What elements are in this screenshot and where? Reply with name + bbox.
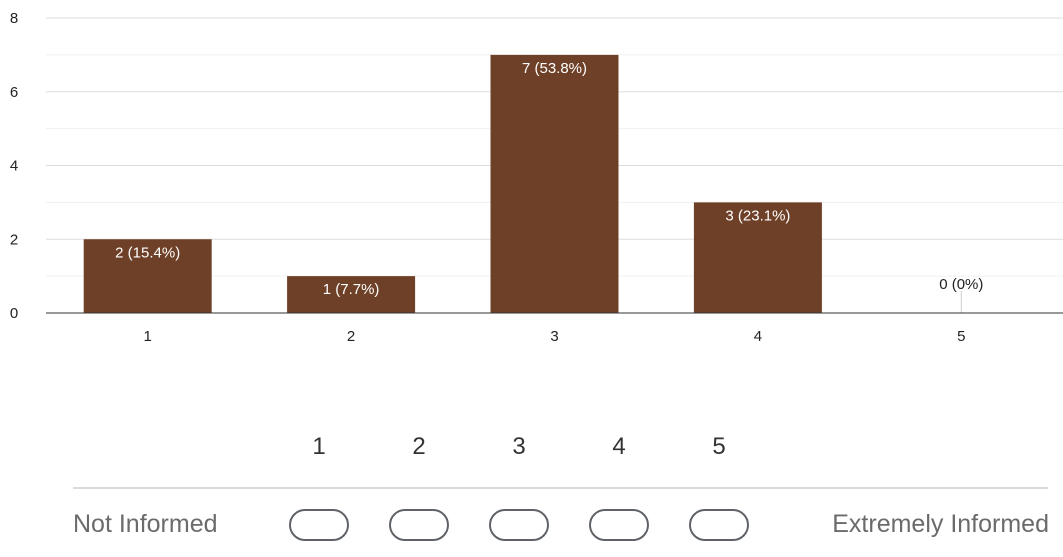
data-label: 2 (15.4%) — [115, 244, 180, 261]
scale-number-4: 4 — [612, 433, 626, 460]
bar — [83, 239, 212, 313]
bar-chart: 0 2 4 6 8 2 (15.4%) 1 1 (7.7%) 2 7 (53.8%) 3 3 (23.… — [10, 10, 1063, 345]
x-tick-label: 4 — [754, 328, 762, 345]
x-tick-label: 2 — [347, 328, 355, 345]
y-tick-label: 8 — [10, 10, 18, 27]
bar — [693, 202, 822, 313]
scale-radio-3[interactable] — [489, 509, 549, 541]
y-tick-label: 4 — [10, 158, 18, 175]
data-label: 0 (0%) — [939, 276, 983, 293]
scale-radio-1[interactable] — [289, 509, 349, 541]
bar — [490, 54, 619, 313]
x-tick-label: 3 — [550, 328, 558, 345]
y-tick-label: 2 — [10, 231, 18, 248]
scale-low-label: Not Informed — [73, 510, 218, 538]
scale-radio-2[interactable] — [389, 509, 449, 541]
scale-number-1: 1 — [312, 433, 326, 460]
data-label: 1 (7.7%) — [323, 281, 380, 298]
scale-number-2: 2 — [412, 433, 426, 460]
scale-number-3: 3 — [512, 433, 526, 460]
scale-number-5: 5 — [712, 433, 726, 460]
scale-divider — [73, 487, 1048, 489]
x-tick-label: 1 — [144, 328, 152, 345]
bar — [287, 276, 416, 313]
scale-high-label: Extremely Informed — [832, 510, 1049, 538]
data-label: 7 (53.8%) — [522, 60, 587, 77]
y-tick-label: 0 — [10, 305, 18, 322]
scale-radio-4[interactable] — [589, 509, 649, 541]
scale-radio-5[interactable] — [689, 509, 749, 541]
linear-scale-question: 1 2 3 4 5 Not Informed Extremely Informe… — [0, 420, 1063, 557]
y-tick-label: 6 — [10, 84, 18, 101]
x-tick-label: 5 — [957, 328, 965, 345]
data-label: 3 (23.1%) — [725, 207, 790, 224]
